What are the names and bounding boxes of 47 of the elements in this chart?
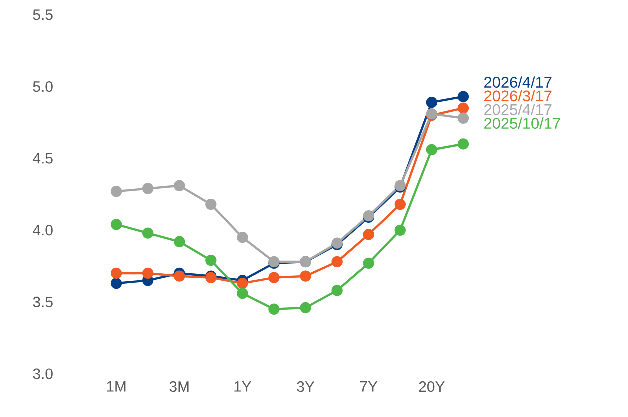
- point: [174, 270, 186, 282]
- point: [332, 285, 343, 296]
- point: [110, 278, 122, 290]
- point: [332, 256, 343, 268]
- point: [142, 183, 154, 194]
- series-label: 2026/4/17: [484, 76, 552, 88]
- point: [458, 138, 470, 150]
- x-tick-label: 3M: [170, 382, 189, 392]
- point: [174, 236, 186, 248]
- y-tick-label: 5.0: [33, 82, 53, 92]
- x-tick-label: 1M: [107, 382, 126, 392]
- point: [206, 198, 217, 210]
- point: [237, 232, 248, 244]
- point: [174, 180, 186, 192]
- series-label: 2026/3/17: [484, 90, 552, 102]
- point: [142, 268, 154, 280]
- point: [300, 302, 312, 314]
- y-tick-label: 3.0: [33, 368, 53, 380]
- point: [206, 254, 217, 266]
- point: [426, 144, 438, 156]
- y-tick-label: 5.5: [33, 10, 53, 20]
- x-tick-label: 7Y: [360, 382, 378, 392]
- point: [268, 304, 280, 315]
- point: [394, 224, 406, 236]
- point: [426, 97, 438, 108]
- x-tick-label: 20Y: [419, 382, 445, 392]
- point: [110, 186, 122, 198]
- point: [268, 272, 280, 284]
- y-tick-label: 3.5: [33, 296, 53, 308]
- point: [237, 278, 248, 290]
- series-label: 2025/4/17: [484, 104, 552, 116]
- point: [458, 91, 470, 102]
- point: [458, 112, 470, 124]
- point: [110, 219, 122, 230]
- y-tick-label: 4.5: [33, 153, 53, 164]
- point: [394, 198, 406, 210]
- x-tick-label: 1Y: [234, 382, 252, 392]
- point: [110, 268, 122, 280]
- point: [237, 288, 248, 300]
- point: [363, 258, 374, 270]
- point: [142, 228, 154, 239]
- x-tick-label: 3Y: [297, 382, 315, 392]
- point: [363, 229, 374, 240]
- y-tick-label: 4.0: [33, 225, 53, 236]
- point: [300, 270, 312, 282]
- point: [458, 102, 470, 114]
- series-label: 2025/10/17: [484, 118, 560, 130]
